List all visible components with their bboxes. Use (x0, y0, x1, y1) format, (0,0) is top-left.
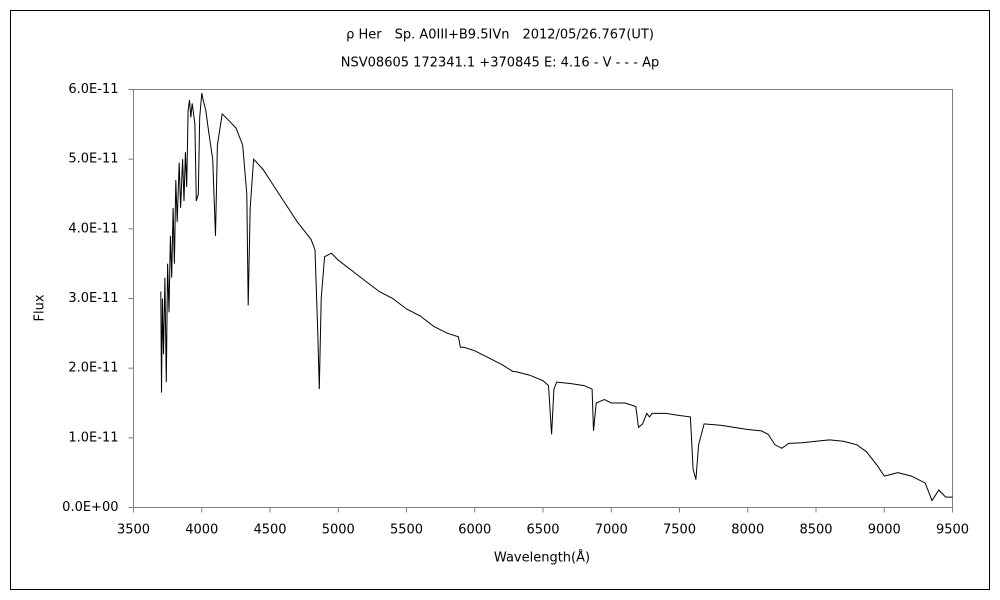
x-axis-label: Wavelength(Å) (494, 550, 590, 566)
plot-frame (133, 89, 953, 508)
x-tick-label: 5500 (390, 523, 423, 538)
y-tick-label: 0.0E+00 (62, 500, 118, 515)
x-tick-label: 6000 (458, 523, 491, 538)
x-tick-label: 9000 (868, 523, 901, 538)
y-tick-label: 2.0E-11 (68, 361, 118, 376)
x-tick-label: 7500 (663, 523, 696, 538)
y-axis-label: Flux (33, 294, 48, 321)
x-tick-label: 7000 (595, 523, 628, 538)
x-tick-label: 8500 (799, 523, 832, 538)
y-tick-label: 5.0E-11 (68, 152, 118, 167)
chart-subtitle: NSV08605 172341.1 +370845 E: 4.16 - V - … (341, 56, 659, 71)
y-tick-label: 1.0E-11 (68, 430, 118, 445)
x-tick-label: 3500 (117, 523, 150, 538)
x-tick-label: 5000 (322, 523, 355, 538)
x-tick-label: 8000 (731, 523, 764, 538)
y-tick-label: 3.0E-11 (68, 291, 118, 306)
x-tick-label: 4500 (253, 523, 286, 538)
spectrum-line (160, 92, 953, 502)
chart-frame (10, 10, 990, 590)
x-tick-label: 4000 (185, 523, 218, 538)
x-tick-label: 9500 (936, 523, 969, 538)
y-tick-label: 4.0E-11 (68, 221, 118, 236)
x-tick-label: 6500 (526, 523, 559, 538)
y-tick-label: 6.0E-11 (68, 82, 118, 97)
chart-title: ρ Her Sp. A0III+B9.5IVn 2012/05/26.767(U… (346, 28, 654, 43)
